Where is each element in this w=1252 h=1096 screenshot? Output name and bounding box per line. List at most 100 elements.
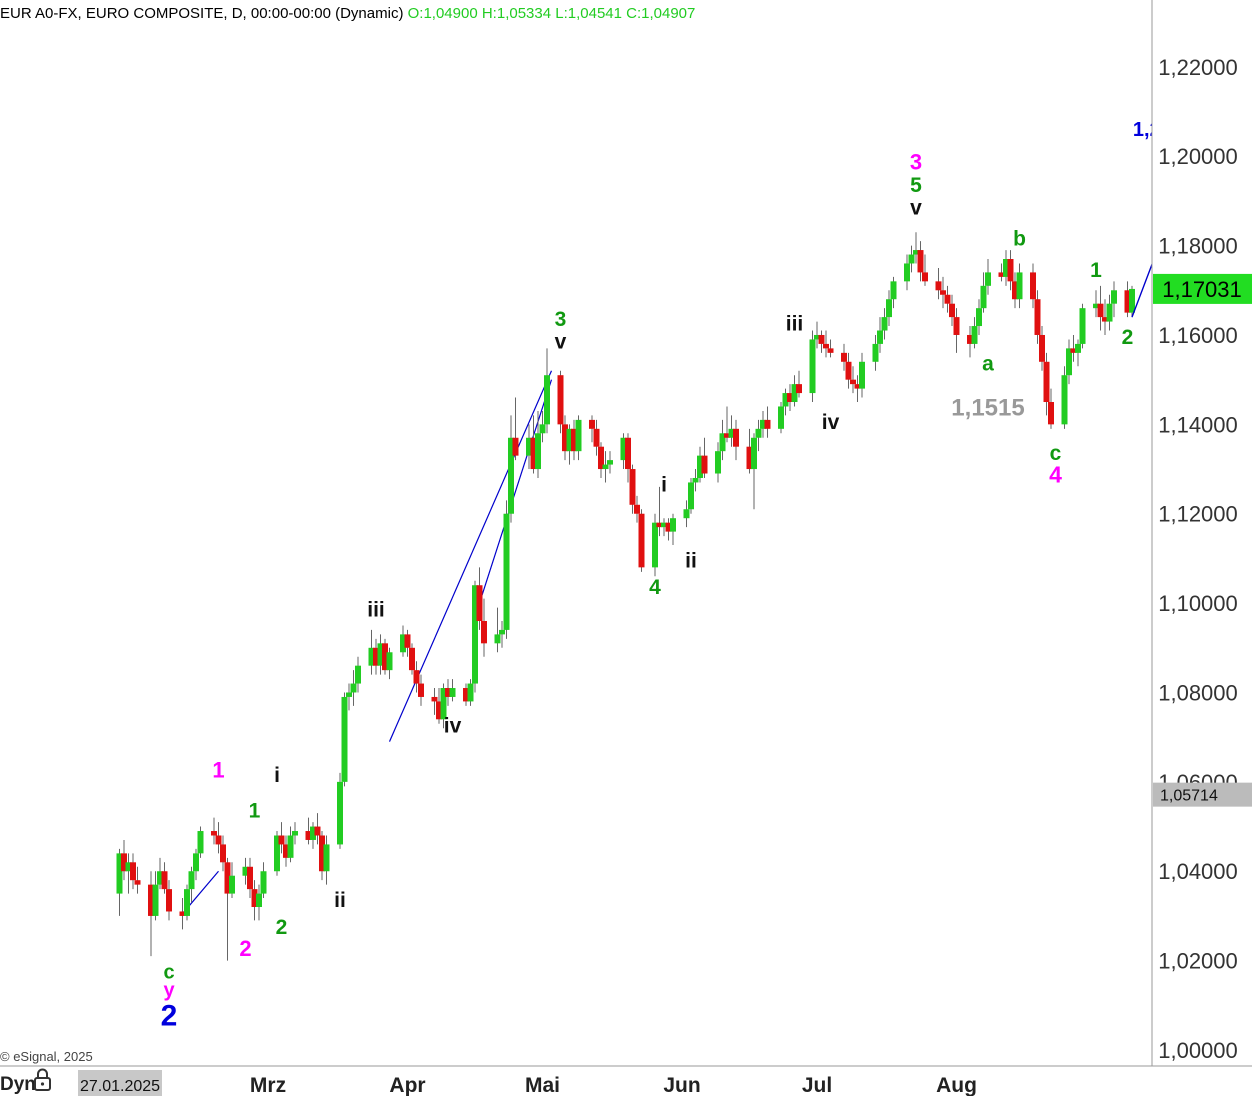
candle: [922, 254, 928, 286]
candle-body: [1075, 343, 1081, 353]
candle-body: [620, 437, 627, 461]
wave-label: c: [163, 961, 174, 983]
wave-label: 1: [1090, 259, 1102, 282]
candle-body: [247, 866, 253, 890]
candle: [251, 880, 258, 921]
candle-body: [571, 428, 577, 452]
candle: [949, 294, 955, 327]
candle: [449, 679, 456, 702]
lock-icon[interactable]: [34, 1068, 51, 1091]
candle: [530, 415, 537, 474]
candle-body: [908, 254, 915, 264]
y-tick-label: 1,20000: [1158, 144, 1238, 169]
candle-body: [445, 688, 451, 697]
wave-label: iii: [786, 313, 804, 336]
chart-header: EUR A0-FX, EURO COMPOSITE, D, 00:00-00:0…: [0, 5, 695, 22]
candle: [211, 817, 217, 845]
candle: [134, 866, 141, 894]
candle-body: [877, 330, 883, 344]
candle: [787, 384, 793, 411]
candle-body: [251, 889, 258, 907]
candle: [625, 433, 631, 483]
candle: [116, 848, 123, 916]
candle: [283, 835, 289, 867]
candle: [274, 831, 280, 876]
candle: [1007, 250, 1014, 291]
copyright-notice: © eSignal, 2025: [0, 1049, 93, 1064]
candle-body: [1039, 334, 1045, 362]
candle: [472, 580, 478, 693]
y-tick-label: 1,02000: [1158, 949, 1238, 974]
candle: [350, 670, 357, 706]
candle: [341, 692, 348, 787]
candle-body: [985, 272, 991, 286]
candle-body: [323, 844, 330, 872]
candle-body: [1129, 288, 1135, 313]
candle: [323, 835, 330, 885]
candle-body: [157, 871, 163, 885]
candle: [733, 419, 739, 461]
candle-body: [220, 844, 226, 863]
x-tick-label: Jul: [802, 1074, 832, 1096]
candle-body: [260, 871, 267, 894]
candle-body: [337, 781, 343, 845]
candle: [305, 817, 312, 845]
candle: [413, 661, 420, 693]
wave-label: 2: [276, 916, 288, 939]
candle-body: [796, 384, 802, 394]
candle-body: [778, 406, 784, 429]
candle: [400, 625, 406, 657]
candle-body: [1034, 299, 1041, 335]
candle: [913, 232, 919, 264]
candle: [256, 884, 262, 921]
candle: [908, 245, 915, 273]
wave-label: 4: [649, 576, 661, 599]
candle-body: [121, 853, 127, 872]
candle-body: [589, 419, 595, 429]
candle: [1030, 263, 1036, 309]
candle: [859, 352, 865, 398]
candle: [161, 862, 168, 894]
candle: [670, 513, 676, 546]
candle-body: [179, 911, 186, 916]
candle-body: [814, 334, 820, 340]
candle: [499, 620, 505, 648]
candle: [629, 464, 636, 514]
marker-price-value: 1,05714: [1160, 788, 1218, 805]
candle: [382, 638, 388, 675]
candle: [193, 848, 199, 881]
candle-body: [1048, 402, 1054, 425]
y-tick-label: 1,00000: [1158, 1038, 1238, 1063]
candle-body: [688, 482, 694, 510]
candle-body: [904, 263, 910, 282]
candle-body: [1066, 348, 1072, 376]
candle-body: [818, 334, 825, 344]
candle-body: [854, 384, 861, 389]
candle: [130, 853, 136, 890]
candle-body: [1124, 290, 1131, 313]
candle-body: [670, 518, 676, 532]
candle: [503, 500, 510, 639]
candle: [557, 370, 564, 434]
candle-body: [1016, 272, 1023, 300]
candle-body: [211, 831, 217, 836]
candle-body: [440, 688, 447, 720]
candle: [665, 518, 672, 541]
candle: [607, 451, 613, 474]
candle: [463, 683, 469, 706]
candle: [242, 857, 249, 885]
candle-body: [593, 428, 600, 447]
candle-body: [1012, 281, 1018, 300]
candle: [940, 276, 946, 309]
candle: [215, 822, 222, 854]
candle: [728, 415, 735, 447]
candle-body: [967, 334, 973, 344]
candle-body: [215, 835, 222, 845]
candle-body: [1079, 308, 1086, 344]
y-tick-label: 1,22000: [1158, 55, 1238, 80]
candle: [872, 334, 879, 371]
candle: [197, 826, 204, 858]
candle: [1111, 281, 1117, 318]
candle: [724, 406, 730, 443]
